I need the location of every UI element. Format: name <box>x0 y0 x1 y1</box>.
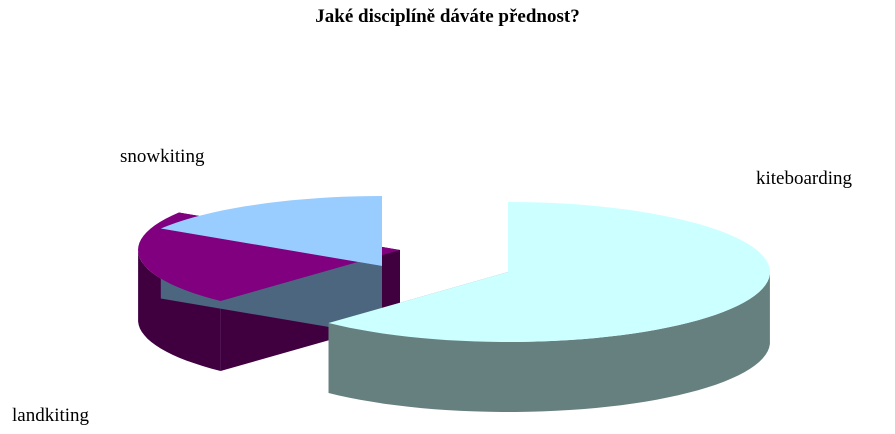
label-kiteboarding: kiteboarding <box>756 168 853 189</box>
label-snowkiting: snowkiting <box>120 146 205 167</box>
slice-side-snowkiting-0 <box>138 251 221 371</box>
slice-top-landkiting <box>160 196 382 266</box>
slice-top-kiteboarding <box>328 202 770 342</box>
chart-title: Jaké disciplíně dáváte přednost? <box>315 6 580 27</box>
label-landkiting: landkiting <box>12 405 90 426</box>
slice-side-kiteboarding-0 <box>328 274 770 412</box>
